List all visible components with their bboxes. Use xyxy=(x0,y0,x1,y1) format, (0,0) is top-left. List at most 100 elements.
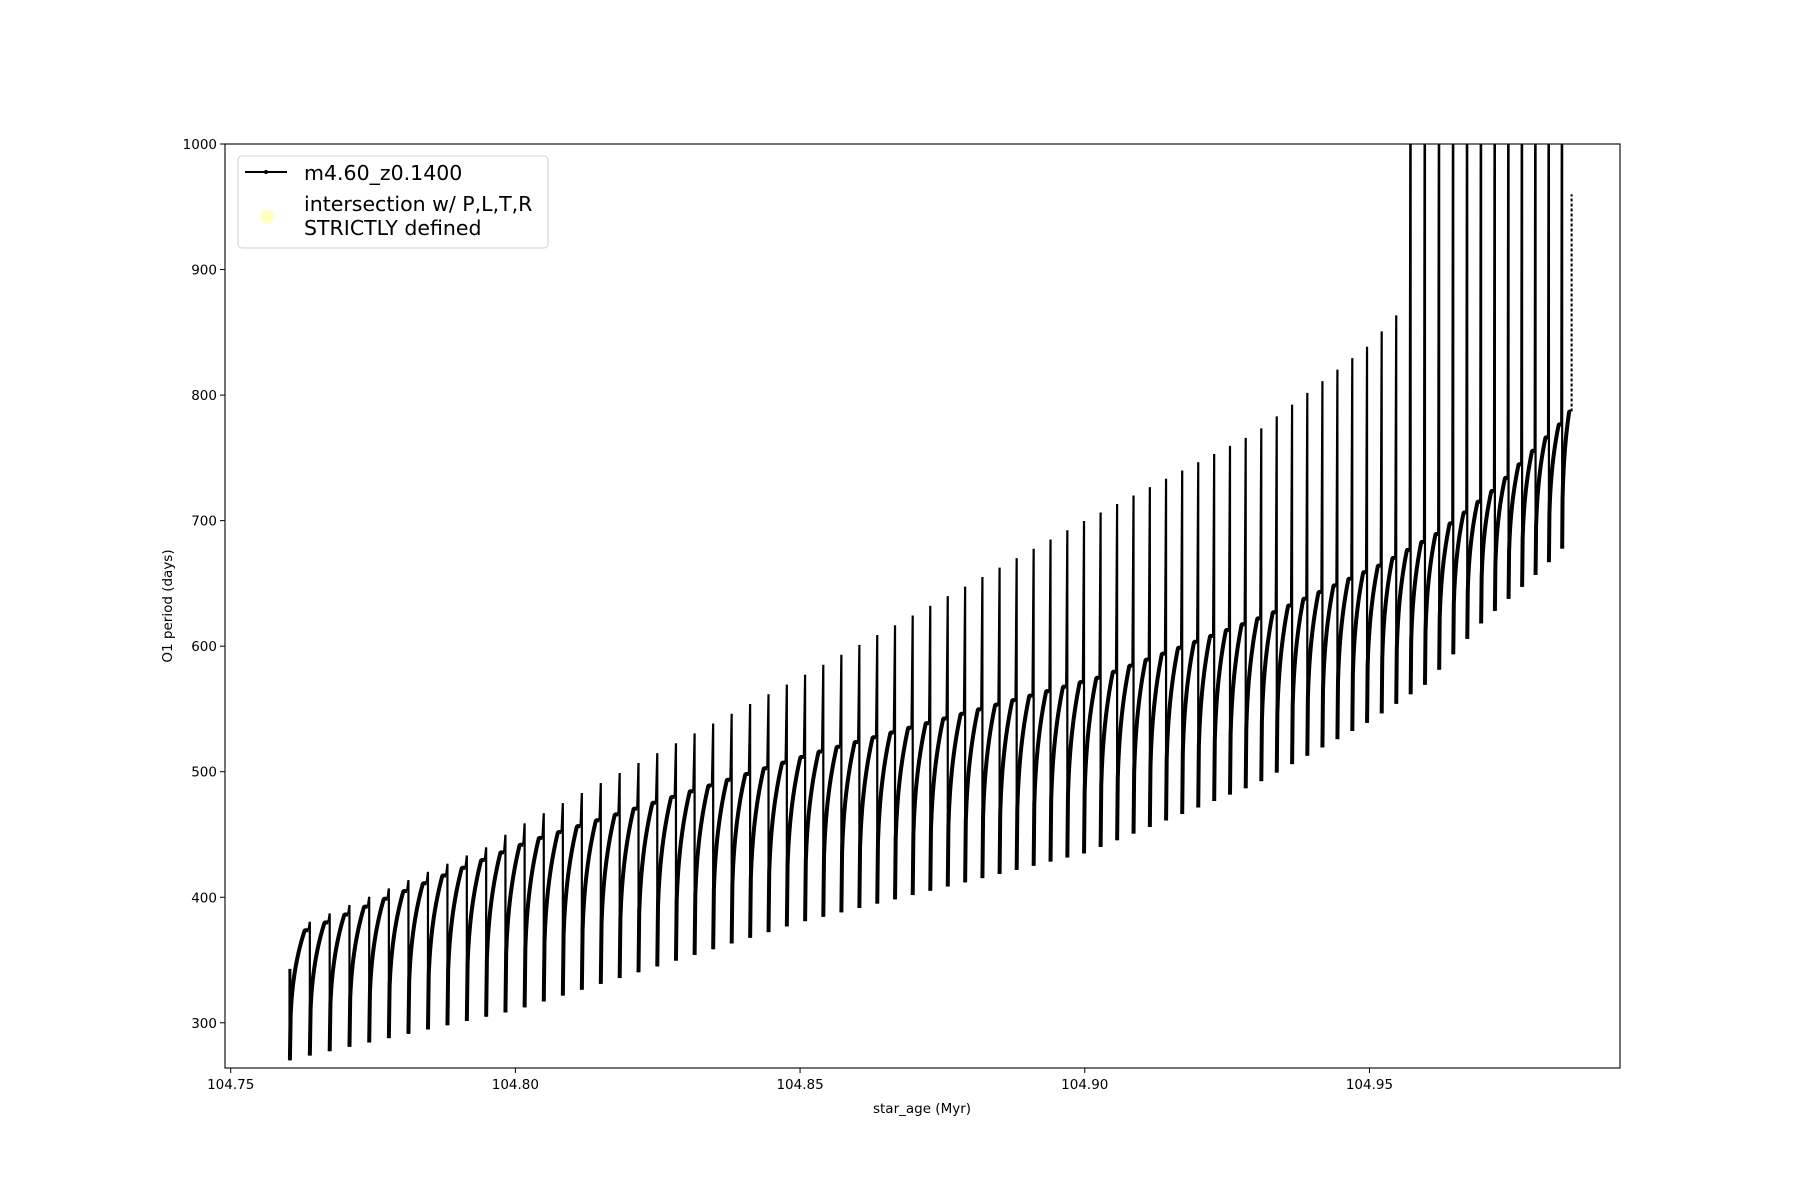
y-tick-label: 600 xyxy=(191,639,217,655)
cycle-curve xyxy=(655,794,676,967)
cycle-curve xyxy=(803,749,824,922)
cycle-curve xyxy=(1479,488,1496,624)
cycle-curve xyxy=(1243,616,1262,789)
cycle-curve xyxy=(287,928,310,1061)
cycle-curve xyxy=(541,830,563,1002)
cycle-curve xyxy=(1212,628,1231,802)
cycle-spike xyxy=(892,625,897,900)
cycle-curve xyxy=(1365,563,1383,723)
cycle-curve xyxy=(522,835,544,1008)
cycle-spike xyxy=(1014,558,1018,870)
cycle-curve xyxy=(1180,639,1199,814)
y-tick-label: 900 xyxy=(191,263,217,279)
cycle-curve xyxy=(997,698,1017,875)
cycle-curve xyxy=(1031,689,1051,866)
cycle-curve xyxy=(1335,576,1353,740)
cycle-spike xyxy=(1274,416,1278,773)
plot-area xyxy=(225,144,1620,1068)
cycle-spike xyxy=(945,596,949,887)
cycle-curve xyxy=(1520,448,1537,587)
x-tick-label: 104.75 xyxy=(207,1077,254,1093)
cycle-spike xyxy=(874,635,879,904)
legend: m4.60_z0.1400 intersection w/ P,L,T,R ST… xyxy=(237,155,549,249)
y-axis-label: O1 period (days) xyxy=(160,549,176,662)
cycle-curve xyxy=(560,824,582,996)
cycle-curve xyxy=(1131,657,1151,834)
y-tick-label: 800 xyxy=(191,388,217,404)
cycle-curve xyxy=(1014,693,1034,870)
cycle-curve xyxy=(464,858,487,1021)
cycle-spike xyxy=(1227,445,1232,795)
y-tick-label: 300 xyxy=(191,1016,217,1032)
cycle-spike xyxy=(1147,487,1151,828)
cycle-spike xyxy=(1081,521,1086,854)
cycle-spike xyxy=(1350,358,1354,731)
cycle-spike xyxy=(962,586,967,883)
cycle-curve xyxy=(1196,633,1215,808)
cycle-curve xyxy=(307,920,330,1056)
cycle-curve xyxy=(1350,570,1368,731)
cycle-curve xyxy=(910,721,931,896)
cycle-curve xyxy=(1394,547,1412,704)
cycle-curve xyxy=(425,873,448,1030)
cycle-curve xyxy=(1320,583,1338,748)
cycle-curve xyxy=(963,707,983,883)
cycle-spike xyxy=(1364,346,1369,723)
cycle-spike xyxy=(1163,478,1168,821)
cycle-curve xyxy=(1115,663,1134,841)
cycle-spike xyxy=(1289,404,1294,765)
cycle-curve xyxy=(1492,475,1510,611)
cycle-spike xyxy=(1560,144,1564,549)
cycle-curve xyxy=(1560,409,1573,549)
cycle-curve xyxy=(1065,680,1085,858)
cycle-spike xyxy=(1098,512,1102,847)
cycle-curve xyxy=(1422,531,1440,685)
cycle-spike xyxy=(1114,503,1119,841)
y-axis: 300 400 500 600 700 800 900 1000 xyxy=(183,137,225,1032)
cycle-curve xyxy=(1290,596,1308,765)
cycle-curve xyxy=(928,716,948,891)
cycle-curve xyxy=(673,789,695,961)
cycle-curve xyxy=(1408,539,1426,695)
cycle-spike xyxy=(1437,144,1441,670)
cycle-curve xyxy=(1098,669,1118,847)
cycle-spike xyxy=(1422,144,1427,685)
cycle-curve xyxy=(636,800,658,973)
cycle-curve xyxy=(1305,589,1323,756)
x-tick-label: 104.90 xyxy=(1061,1077,1108,1093)
cycle-spike xyxy=(1031,548,1035,866)
cycle-spike xyxy=(1533,144,1537,576)
cycle-curve xyxy=(484,850,506,1017)
cycle-spike xyxy=(997,567,1001,874)
cycle-spike xyxy=(1335,369,1339,740)
x-tick-label: 104.85 xyxy=(776,1077,823,1093)
cycle-curve xyxy=(1451,510,1468,655)
cycle-curve xyxy=(766,760,787,933)
cycle-curve xyxy=(1048,684,1068,862)
cycle-spike xyxy=(1546,144,1551,563)
y-tick-label: 500 xyxy=(191,765,217,781)
cycle-spike xyxy=(1379,331,1383,714)
cycle-curve xyxy=(893,725,913,900)
cycle-curve xyxy=(729,772,751,944)
cycle-curve xyxy=(1379,555,1397,714)
cycle-curve xyxy=(617,806,639,979)
cycle-spike xyxy=(1394,315,1398,704)
cycle-curve xyxy=(1259,610,1278,782)
cycle-spike xyxy=(1320,381,1324,748)
cycle-curve xyxy=(1533,435,1550,576)
cycle-curve xyxy=(980,702,1000,879)
axes-frame xyxy=(224,143,1621,1069)
y-tick-label: 400 xyxy=(191,890,217,906)
cycle-spike xyxy=(1243,437,1247,789)
cycle-curve xyxy=(406,881,428,1034)
cycle-spike xyxy=(1479,144,1483,624)
cycle-curve xyxy=(445,865,467,1026)
cycle-spike xyxy=(1259,428,1263,782)
cycle-spike xyxy=(1465,144,1469,639)
x-tick-label: 104.80 xyxy=(492,1077,539,1093)
cycle-spike xyxy=(910,615,914,896)
x-tick-label: 104.95 xyxy=(1346,1077,1393,1093)
cycle-spike xyxy=(927,605,932,891)
